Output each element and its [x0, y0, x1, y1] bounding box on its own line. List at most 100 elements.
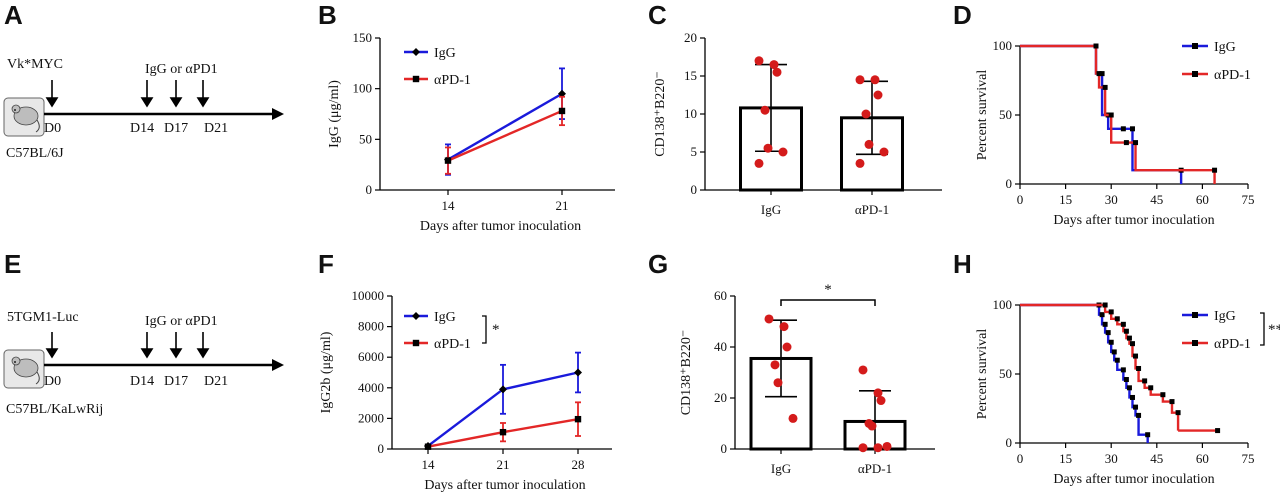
- data-point: [444, 157, 452, 164]
- data-point: [879, 147, 889, 157]
- significance-bracket: [482, 315, 487, 344]
- timeline-arrowhead-a: [272, 108, 284, 120]
- event-marker: [1123, 328, 1129, 334]
- schematic-e-treatment: IgG or αPD1: [145, 314, 218, 329]
- y-tick-label: 40: [714, 339, 727, 354]
- schematic-e: 5TGM1-Luc C57BL/KaLwRij IgG or αPD1 D0 D…: [3, 310, 284, 417]
- timeline-arrowhead-e: [272, 359, 284, 371]
- event-marker: [1145, 432, 1151, 438]
- y-axis-label: IgG (μg/ml): [327, 80, 342, 148]
- event-marker: [1129, 341, 1135, 347]
- event-marker: [1120, 321, 1126, 327]
- y-tick-label: 50: [999, 366, 1012, 381]
- event-marker: [1114, 357, 1120, 363]
- data-point: [788, 413, 798, 423]
- data-point: [763, 143, 773, 153]
- event-marker: [1096, 71, 1102, 77]
- series-line-igg: [447, 92, 563, 161]
- data-point: [858, 365, 868, 375]
- event-marker: [1099, 71, 1105, 77]
- y-tick-label: 8000: [358, 319, 384, 334]
- event-marker: [1123, 377, 1129, 383]
- x-tick-label: 21: [556, 198, 569, 213]
- x-tick-label: IgG: [771, 461, 791, 476]
- data-point: [769, 60, 779, 70]
- schematic-e-model: 5TGM1-Luc: [7, 310, 79, 325]
- event-marker: [1133, 140, 1139, 146]
- data-point: [867, 421, 877, 431]
- survival-curve-igg: [1020, 303, 1149, 443]
- data-point: [754, 158, 764, 168]
- event-marker: [1133, 404, 1139, 410]
- significance-label: *: [492, 322, 500, 338]
- y-axis-label: CD138⁺B220⁻: [679, 330, 694, 416]
- schematic-a-strain: C57BL/6J: [6, 146, 64, 161]
- x-tick-label: 0: [1017, 451, 1024, 466]
- data-point: [412, 339, 420, 347]
- data-point: [760, 105, 770, 115]
- data-point: [412, 312, 420, 320]
- event-marker: [1102, 84, 1108, 90]
- panel-letter-g: G: [648, 249, 668, 279]
- x-tick-label: 0: [1017, 192, 1024, 207]
- survival-curve-apd1: [1020, 303, 1180, 431]
- x-axis-label: Days after tumor inoculation: [1053, 472, 1214, 487]
- data-point: [424, 443, 432, 450]
- legend-marker: [1192, 71, 1198, 77]
- data-point: [779, 322, 789, 332]
- x-tick-label: 60: [1196, 192, 1209, 207]
- event-marker: [1123, 140, 1129, 146]
- x-axis-label: Days after tumor inoculation: [424, 478, 585, 493]
- chart-d: 0 50 100 Percent survival 0 15 30 45 60 75 Days af…: [975, 38, 1255, 228]
- panel-letter-d: D: [953, 0, 972, 30]
- schematic-e-strain: C57BL/KaLwRij: [6, 402, 103, 417]
- x-tick-label: 14: [422, 457, 436, 472]
- schematic-e-day-14: D14: [130, 374, 154, 389]
- y-tick-label: 15: [684, 68, 697, 83]
- legend-label: IgG: [1214, 309, 1236, 324]
- schematic-a-day-21: D21: [204, 121, 228, 136]
- event-marker: [1129, 126, 1135, 132]
- y-tick-label: 10000: [352, 288, 385, 303]
- event-marker: [1136, 365, 1142, 371]
- y-tick-label: 0: [378, 441, 385, 456]
- data-point: [770, 360, 780, 370]
- chart-g: 0 20 40 60 CD138⁺B220⁻ IgG αPD-1 *: [679, 282, 935, 476]
- panel-letter-e: E: [4, 249, 21, 279]
- y-axis-label: IgG2b (μg/ml): [319, 331, 334, 413]
- legend-label: αPD-1: [434, 337, 471, 352]
- x-tick-label: IgG: [761, 202, 781, 217]
- x-tick-label: 30: [1105, 451, 1118, 466]
- x-tick-label: 21: [497, 457, 510, 472]
- y-axis-label: Percent survival: [975, 329, 990, 420]
- y-tick-label: 0: [366, 182, 373, 197]
- significance-bracket: [1260, 312, 1265, 346]
- legend-label: αPD-1: [1214, 68, 1251, 83]
- panel-letter-b: B: [318, 0, 337, 30]
- y-tick-label: 0: [721, 441, 728, 456]
- panel-letter-h: H: [953, 249, 972, 279]
- y-tick-label: 50: [359, 131, 372, 146]
- data-point: [778, 147, 788, 157]
- y-axis-label: CD138⁺B220⁻: [653, 71, 668, 157]
- x-tick-label: 14: [442, 198, 456, 213]
- y-tick-label: 150: [353, 30, 373, 45]
- legend-marker: [1192, 340, 1198, 346]
- y-tick-label: 0: [1006, 176, 1013, 191]
- x-tick-label: 75: [1242, 192, 1255, 207]
- data-point: [754, 56, 764, 66]
- chart-h: 0 50 100 Percent survival 0 15 30 45 60 75 Days af…: [975, 297, 1280, 487]
- chart-b: 0 50 100 150 IgG (μg/ml) 14 21 Days after tumor…: [327, 30, 615, 234]
- data-point: [855, 75, 865, 85]
- chart-c: 0 5 10 15 20 CD138⁺B220⁻ IgG αPD-1: [653, 30, 942, 217]
- data-point: [574, 368, 582, 377]
- x-tick-label: 60: [1196, 451, 1209, 466]
- data-point: [873, 388, 883, 398]
- event-marker: [1108, 339, 1114, 345]
- data-point: [870, 75, 880, 85]
- censor-marker: [1215, 428, 1221, 434]
- y-tick-label: 6000: [358, 349, 384, 364]
- y-tick-label: 10: [684, 106, 697, 121]
- data-point: [873, 443, 883, 453]
